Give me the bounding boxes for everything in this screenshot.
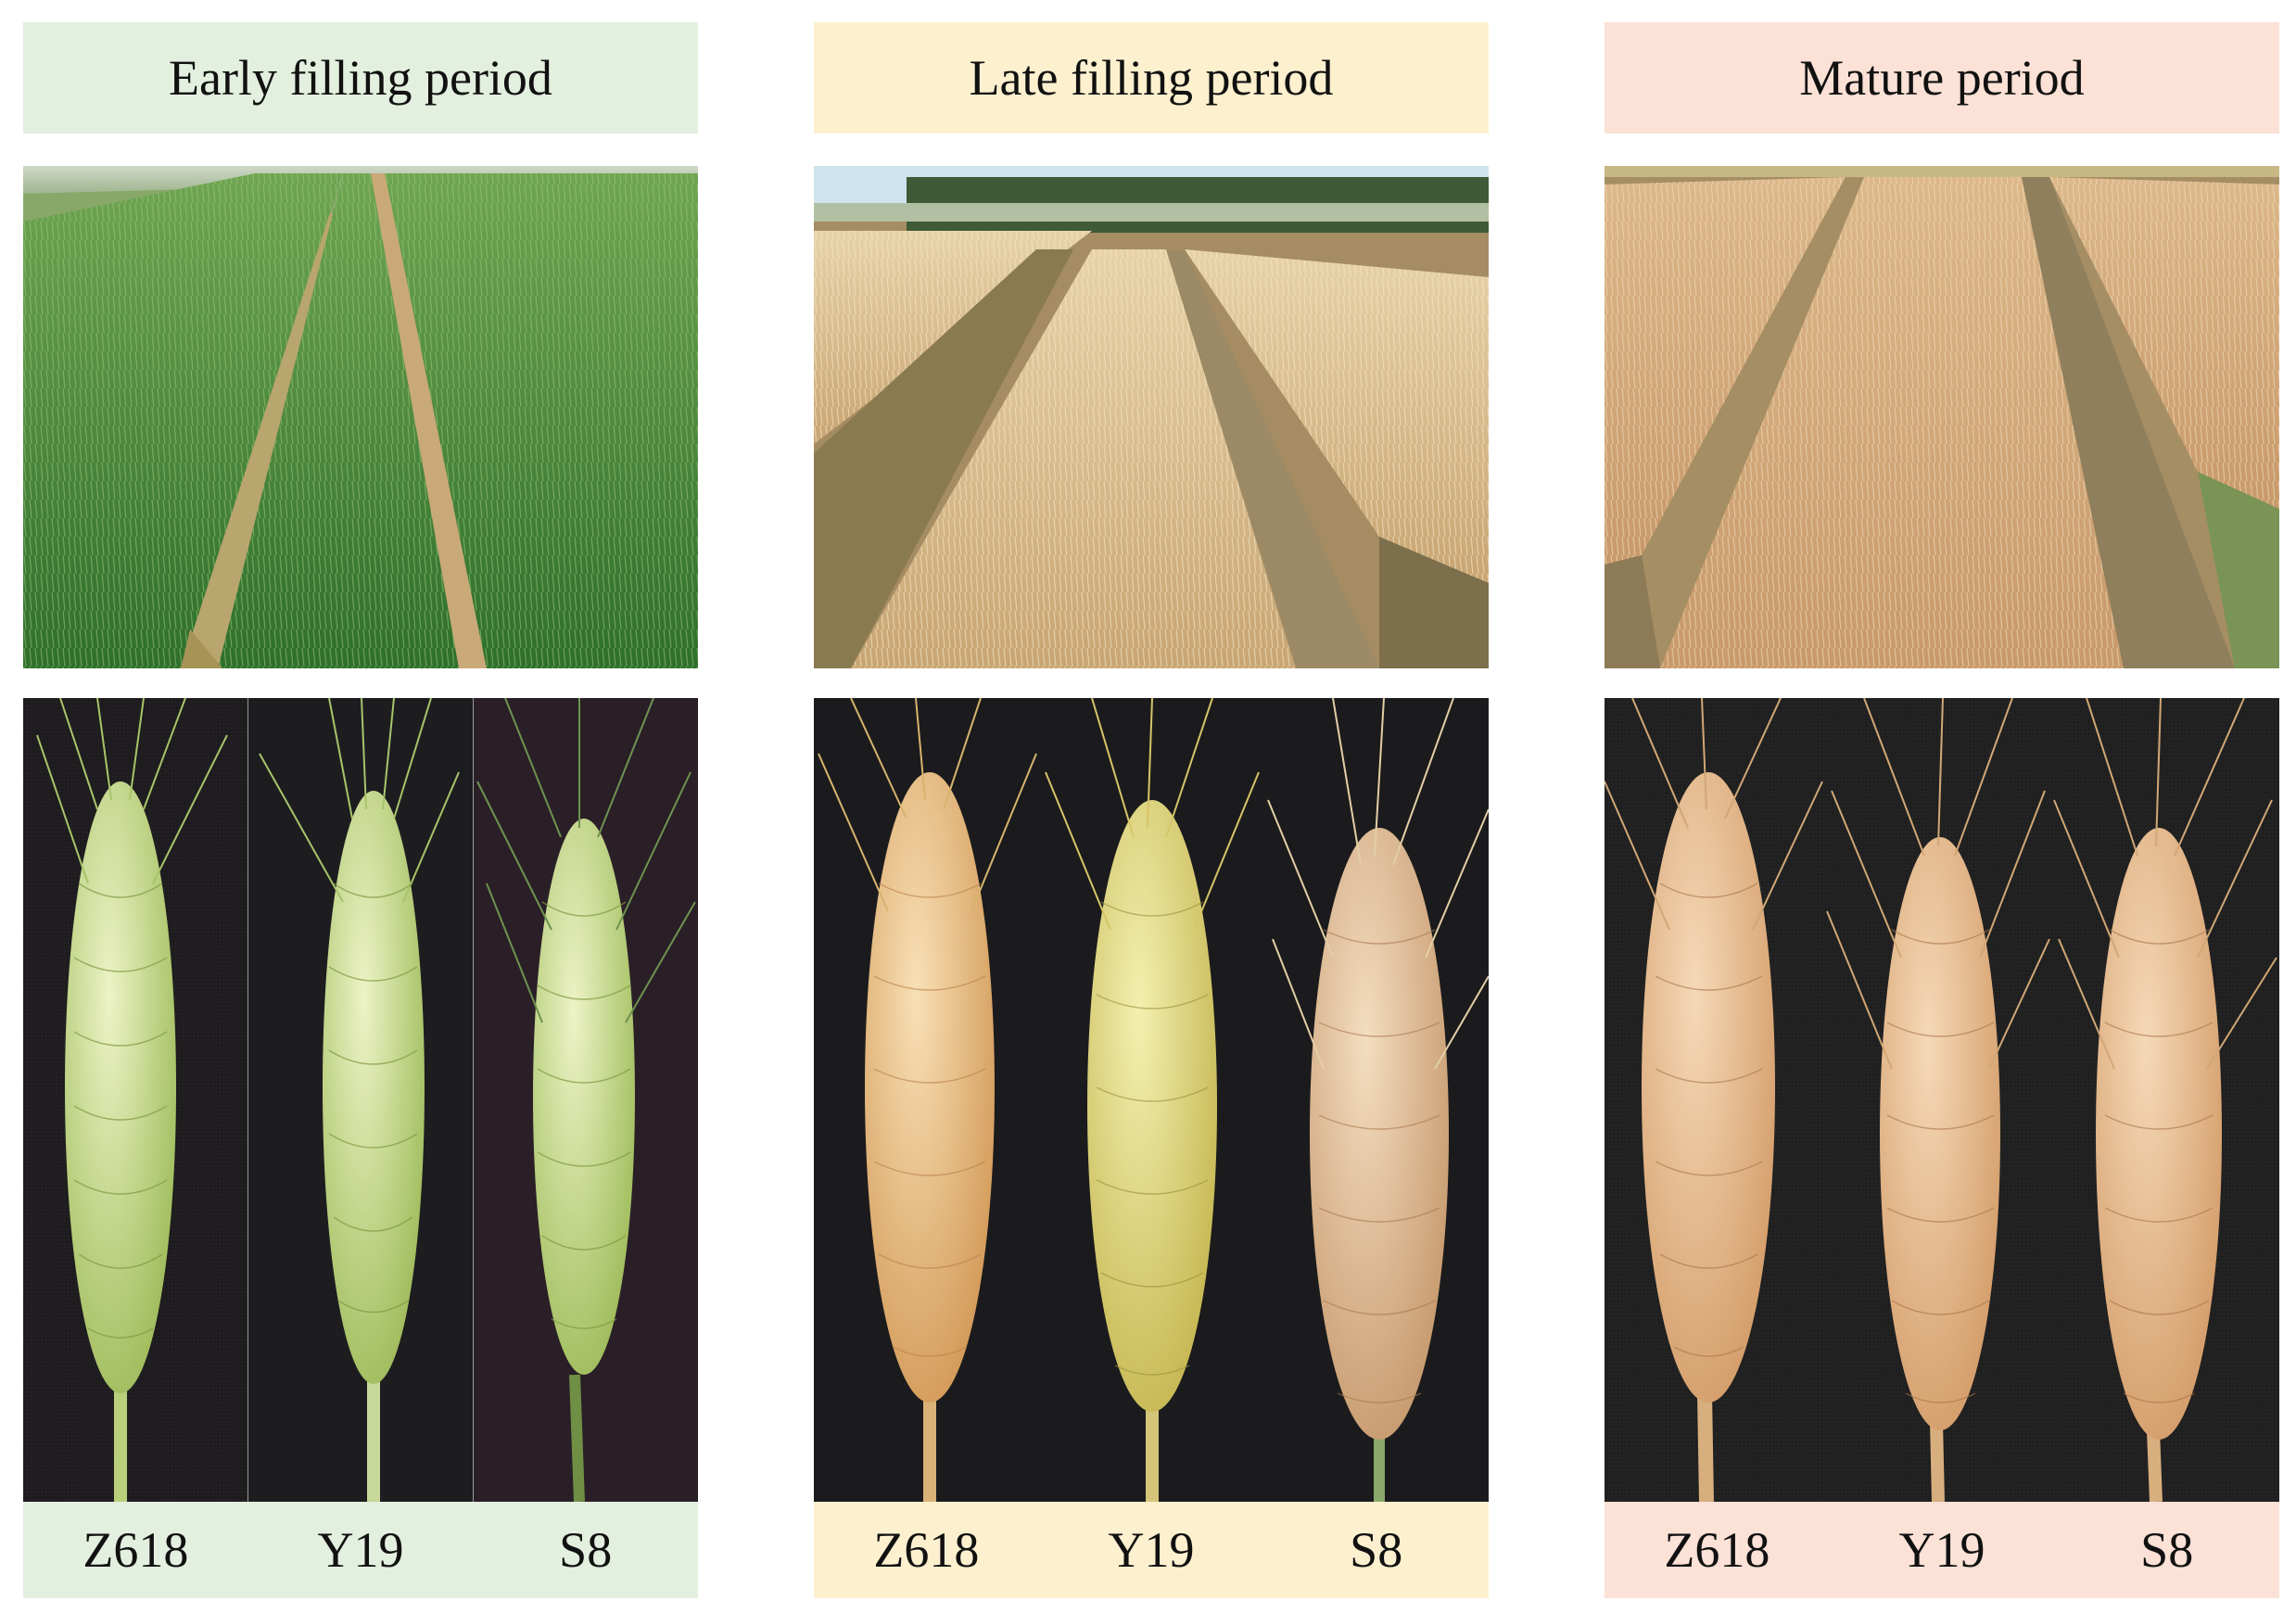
cultivar-label: Z618	[82, 1522, 189, 1578]
cultivar-label: S8	[559, 1522, 613, 1578]
cultivar-label-row: Z618 Y19 S8	[814, 1502, 1489, 1598]
field-photo	[1605, 166, 2279, 668]
period-header: Early filling period	[23, 22, 698, 133]
period-title: Mature period	[1799, 50, 2085, 106]
spike-photo	[1605, 698, 2279, 1502]
cultivar-label: S8	[1350, 1522, 1403, 1578]
field-photo	[814, 166, 1489, 668]
spike-photo	[23, 698, 698, 1502]
period-header: Mature period	[1605, 22, 2279, 133]
cultivar-label: Y19	[1898, 1522, 1985, 1578]
cultivar-label: Z618	[873, 1522, 980, 1578]
cultivar-label: S8	[2140, 1522, 2194, 1578]
period-column-mature: Mature period	[1605, 22, 2279, 1598]
cultivar-label-row: Z618 Y19 S8	[1605, 1502, 2279, 1598]
period-title: Late filling period	[969, 50, 1334, 106]
cultivar-label: Y19	[317, 1522, 404, 1578]
period-title: Early filling period	[169, 50, 552, 106]
cultivar-label-row: Z618 Y19 S8	[23, 1502, 698, 1598]
period-header: Late filling period	[814, 22, 1489, 133]
cultivar-label: Z618	[1664, 1522, 1770, 1578]
cultivar-label: Y19	[1108, 1522, 1195, 1578]
period-column-early: Early filling period	[23, 22, 698, 1598]
field-photo	[23, 166, 698, 668]
spike-photo	[814, 698, 1489, 1502]
period-column-late: Late filling period	[814, 22, 1489, 1598]
